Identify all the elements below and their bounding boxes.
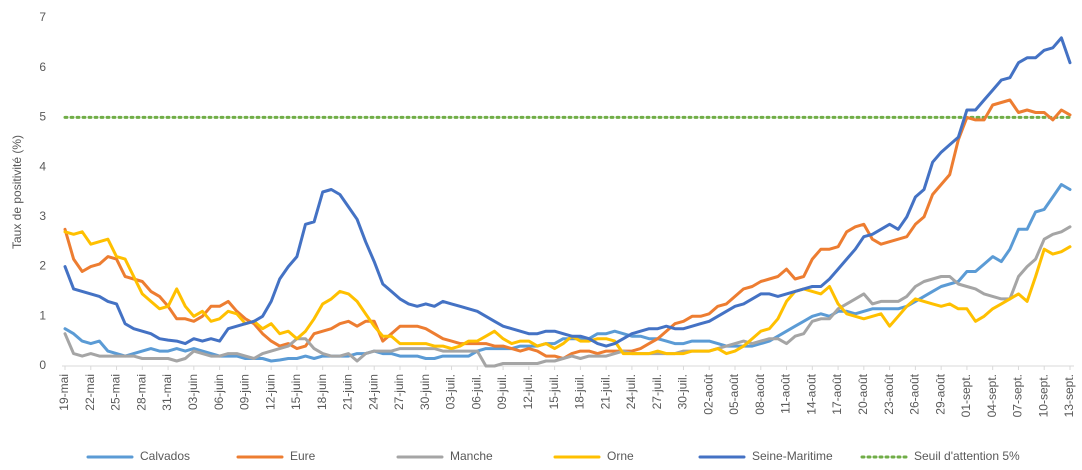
legend-label: Manche bbox=[450, 449, 493, 463]
x-tick-label: 12-juil. bbox=[521, 374, 535, 409]
x-tick-label: 12-juin bbox=[263, 374, 277, 410]
y-tick-label: 7 bbox=[39, 10, 46, 24]
y-tick-label: 5 bbox=[39, 110, 46, 124]
x-tick-label: 15-juin bbox=[289, 374, 303, 410]
x-tick-label: 01-sept. bbox=[959, 374, 973, 417]
x-tick-label: 03-juil. bbox=[444, 374, 458, 409]
x-tick-label: 19-mai bbox=[57, 374, 71, 411]
series-line bbox=[63, 230, 1072, 356]
x-tick-label: 30-juin bbox=[418, 374, 432, 410]
y-tick-label: 1 bbox=[39, 308, 46, 322]
x-tick-label: 25-mai bbox=[109, 374, 123, 411]
x-tick-label: 02-août bbox=[701, 373, 715, 414]
series-line bbox=[63, 225, 1072, 368]
x-tick-label: 27-juil. bbox=[650, 374, 664, 409]
x-tick-label: 07-sept. bbox=[1011, 374, 1025, 417]
x-tick-label: 27-juin bbox=[392, 374, 406, 410]
x-tick-label: 09-juil. bbox=[495, 374, 509, 409]
y-tick-label: 0 bbox=[39, 358, 46, 372]
x-tick-label: 05-août bbox=[727, 373, 741, 414]
x-tick-label: 22-mai bbox=[83, 374, 97, 411]
x-tick-label: 24-juil. bbox=[624, 374, 638, 409]
x-tick-label: 21-juil. bbox=[598, 374, 612, 409]
legend-label: Eure bbox=[290, 449, 316, 463]
legend-label: Orne bbox=[607, 449, 634, 463]
x-tick-label: 15-juil. bbox=[547, 374, 561, 409]
x-tick-label: 04-sept. bbox=[985, 374, 999, 417]
x-tick-label: 29-août bbox=[933, 373, 947, 414]
series-line bbox=[63, 36, 1072, 348]
x-tick-label: 17-août bbox=[830, 373, 844, 414]
x-tick-label: 24-juin bbox=[366, 374, 380, 410]
x-tick-label: 13-sept. bbox=[1062, 374, 1076, 417]
x-tick-label: 06-juin bbox=[212, 374, 226, 410]
x-tick-label: 18-juil. bbox=[573, 374, 587, 409]
x-tick-label: 08-août bbox=[753, 373, 767, 414]
legend-label: Seuil d'attention 5% bbox=[914, 449, 1020, 463]
legend-label: Seine-Maritime bbox=[752, 449, 833, 463]
x-tick-label: 14-août bbox=[804, 373, 818, 414]
x-tick-label: 03-juin bbox=[186, 374, 200, 410]
x-tick-label: 31-mai bbox=[160, 374, 174, 411]
x-tick-label: 20-août bbox=[856, 373, 870, 414]
x-tick-label: 23-août bbox=[882, 373, 896, 414]
x-tick-label: 30-juil. bbox=[676, 374, 690, 409]
x-tick-label: 18-juin bbox=[315, 374, 329, 410]
y-axis-label: Taux de positivité (%) bbox=[10, 135, 24, 249]
x-tick-label: 06-juil. bbox=[469, 374, 483, 409]
x-tick-label: 11-août bbox=[779, 373, 793, 413]
x-tick-label: 09-juin bbox=[238, 374, 252, 410]
legend-label: Calvados bbox=[140, 449, 190, 463]
x-tick-label: 10-sept. bbox=[1036, 374, 1050, 417]
y-tick-label: 3 bbox=[39, 209, 46, 223]
y-tick-label: 6 bbox=[39, 60, 46, 74]
y-tick-label: 2 bbox=[39, 259, 46, 273]
x-tick-label: 26-août bbox=[908, 373, 922, 414]
y-tick-label: 4 bbox=[39, 159, 46, 173]
x-tick-label: 21-juin bbox=[341, 374, 355, 410]
x-tick-label: 28-mai bbox=[134, 374, 148, 411]
